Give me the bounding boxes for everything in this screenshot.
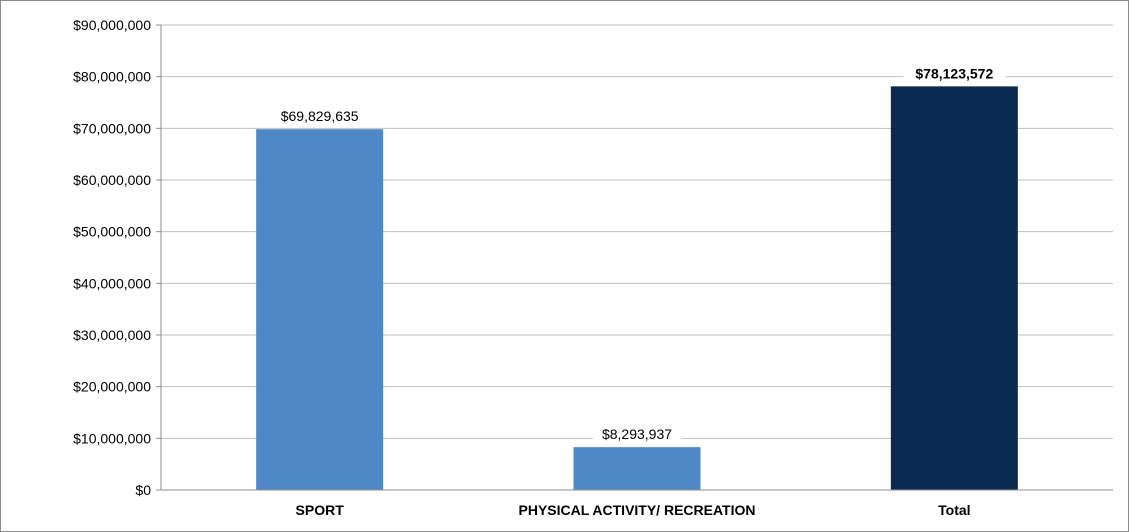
bar-physical-activity-recreation: [573, 447, 701, 490]
data-label-background: [593, 425, 681, 444]
data-label-background: [903, 64, 1006, 83]
y-tick-label: $50,000,000: [73, 224, 151, 240]
y-tick-label: $70,000,000: [73, 120, 151, 136]
data-label: $78,123,572: [915, 65, 993, 81]
x-axis-categories: SPORT PHYSICAL ACTIVITY/ RECREATION Total: [296, 502, 971, 518]
bars: [256, 86, 1018, 490]
x-category-label: SPORT: [296, 502, 345, 518]
y-tick-label: $80,000,000: [73, 69, 151, 85]
y-tick-label: $60,000,000: [73, 172, 151, 188]
data-label: $69,829,635: [281, 108, 359, 124]
x-category-label: PHYSICAL ACTIVITY/ RECREATION: [519, 502, 756, 518]
data-labels: $69,829,635 $8,293,937 $78,123,572: [271, 64, 1006, 444]
y-tick-label: $90,000,000: [73, 17, 151, 33]
x-category-label: Total: [938, 502, 970, 518]
y-tick-label: $0: [135, 482, 151, 498]
bar-sport: [256, 129, 384, 490]
bar-total: [890, 86, 1018, 490]
data-label: $8,293,937: [602, 426, 672, 442]
y-tick-label: $40,000,000: [73, 275, 151, 291]
y-axis-ticks: $0 $10,000,000 $20,000,000 $30,000,000 $40,0…: [73, 17, 161, 498]
data-label-background: [271, 107, 368, 126]
y-tick-label: $30,000,000: [73, 327, 151, 343]
y-tick-label: $20,000,000: [73, 379, 151, 395]
y-tick-label: $10,000,000: [73, 430, 151, 446]
